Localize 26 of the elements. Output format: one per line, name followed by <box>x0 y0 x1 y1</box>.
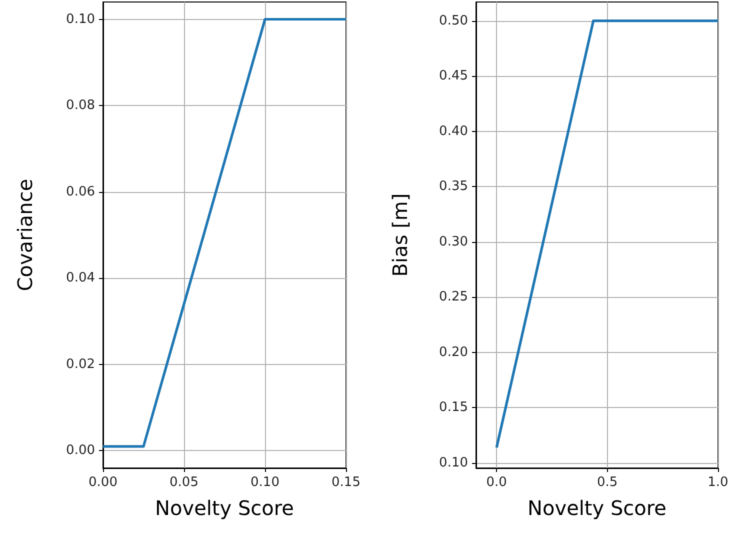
y-tick-label: 0.45 <box>439 68 468 84</box>
y-tick-label: 0.10 <box>439 456 468 471</box>
y-tick-label: 0.04 <box>66 270 95 286</box>
y-axis-title: Covariance <box>13 178 37 292</box>
y-tick-label: 0.10 <box>66 12 95 27</box>
x-axis-title: Novelty Score <box>155 496 294 520</box>
y-tick-label: 0.50 <box>439 13 468 28</box>
x-tick-label: 0.10 <box>250 475 280 490</box>
y-tick-label: 0.40 <box>439 124 468 139</box>
x-tick-label: 0.15 <box>332 475 360 490</box>
y-tick-label: 0.00 <box>66 443 95 458</box>
y-tick-label: 0.25 <box>439 290 468 305</box>
y-tick-label: 0.06 <box>66 184 95 200</box>
y-axis-title: Bias [m] <box>388 193 412 277</box>
y-tick-label: 0.20 <box>439 344 468 360</box>
y-tick-label: 0.02 <box>66 356 95 372</box>
x-tick-label: 0.05 <box>170 475 198 490</box>
y-tick-label: 0.35 <box>439 179 468 194</box>
x-axis-title: Novelty Score <box>528 496 666 520</box>
y-tick-label: 0.30 <box>439 234 468 250</box>
x-tick-label: 0.0 <box>486 475 507 490</box>
y-tick-label: 0.15 <box>439 400 468 416</box>
x-tick-label: 1.0 <box>708 475 728 490</box>
y-tick-label: 0.08 <box>66 98 95 114</box>
x-tick-label: 0.00 <box>88 475 118 490</box>
x-tick-label: 0.5 <box>596 475 618 490</box>
